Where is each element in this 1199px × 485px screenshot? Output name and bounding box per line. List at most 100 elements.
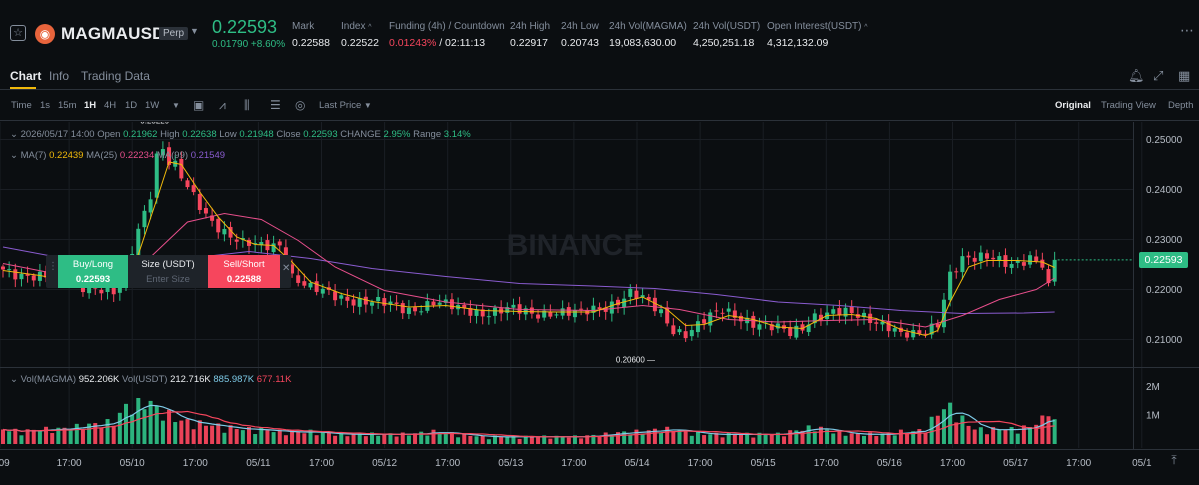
- candle-body: [997, 256, 1002, 261]
- volume-bar: [726, 432, 731, 444]
- tab-trading-data[interactable]: Trading Data: [81, 69, 150, 83]
- candle-body: [462, 304, 467, 309]
- buy-long-button[interactable]: Buy/Long 0.22593: [58, 255, 128, 288]
- drawing-tools-icon[interactable]: ◎: [295, 98, 306, 112]
- volume-bar: [843, 435, 848, 444]
- volume-bar: [19, 435, 24, 444]
- candle-body: [1046, 269, 1051, 284]
- candle-body: [917, 330, 922, 334]
- interval-dropdown-chevron-icon[interactable]: ▼: [172, 101, 180, 110]
- volume-bar: [695, 431, 700, 444]
- candle-body: [228, 226, 233, 238]
- sell-short-button[interactable]: Sell/Short 0.22588: [208, 255, 280, 288]
- volume-bar: [400, 432, 405, 444]
- indicators-chart-icon[interactable]: ⩘: [219, 98, 226, 112]
- symbol-dropdown-chevron-down-icon[interactable]: ▼: [190, 26, 199, 36]
- volume-bar: [677, 430, 682, 444]
- stat-value: 0.22588: [292, 37, 330, 49]
- interval-15m[interactable]: 15m: [58, 100, 77, 111]
- interval-1d[interactable]: 1D: [125, 100, 138, 111]
- candle-body: [240, 238, 245, 240]
- favorite-star-icon[interactable]: ☆: [10, 25, 26, 41]
- volume-bar: [683, 430, 688, 444]
- vol-value: 952.206K: [78, 374, 120, 385]
- candle-body: [665, 307, 670, 324]
- candle-body: [726, 308, 731, 312]
- candle-body: [148, 199, 153, 213]
- more-options-icon[interactable]: ⋯: [1180, 22, 1194, 38]
- view-original[interactable]: Original: [1055, 100, 1091, 111]
- collapse-chevron-icon[interactable]: ⌄: [10, 129, 18, 140]
- volume-bar: [886, 433, 891, 444]
- volume-bar: [862, 435, 866, 444]
- candle-body: [739, 315, 743, 322]
- candle-body: [978, 252, 983, 262]
- volume-bars: [1, 398, 1057, 444]
- ma7-value: 0.22439: [49, 150, 84, 161]
- volume-bar: [130, 414, 135, 444]
- candle-body: [1015, 260, 1020, 263]
- volume-bar: [972, 429, 977, 444]
- y-tick-label: 0.24000: [1146, 185, 1183, 196]
- grid-layout-icon[interactable]: ▦: [1178, 68, 1191, 83]
- volume-bar: [413, 433, 418, 444]
- candle-body: [831, 309, 836, 314]
- close-icon[interactable]: ✕: [282, 263, 291, 274]
- x-tick-label: 05/12: [372, 458, 397, 469]
- drag-handle-icon[interactable]: ⋮: [48, 261, 58, 272]
- volume-bar: [419, 431, 424, 444]
- x-tick-label: 05/17: [1003, 458, 1028, 469]
- high-label: High: [160, 129, 180, 140]
- interval-1h[interactable]: 1H: [84, 100, 97, 111]
- view-tradingview[interactable]: Trading View: [1101, 100, 1156, 111]
- candle-body: [222, 228, 227, 235]
- candle-body: [1009, 264, 1014, 268]
- info-icon[interactable]: ^: [368, 24, 372, 31]
- volume-bar: [136, 398, 141, 444]
- ma7-label: MA(7): [20, 150, 47, 161]
- vol-usdt-value: 212.716K: [170, 374, 211, 385]
- candle-body: [345, 296, 350, 301]
- volume-bar: [529, 436, 534, 444]
- close-label: Close: [276, 129, 301, 140]
- x-tick-label: 17:00: [57, 458, 82, 469]
- volume-bar: [517, 438, 522, 444]
- candle-body: [812, 313, 817, 324]
- candle-body: [616, 299, 620, 306]
- tab-chart[interactable]: Chart: [10, 69, 42, 83]
- candle-body: [929, 323, 934, 335]
- size-input[interactable]: Size (USDT) Enter Size: [128, 255, 208, 288]
- stat-24h-high: 24h High 0.22917: [510, 21, 550, 49]
- vol-tick-label: 1M: [1146, 411, 1160, 422]
- symbol-name[interactable]: MAGMAUSDT: [61, 24, 176, 43]
- volume-ma-line: [2, 410, 1055, 438]
- volume-bar: [911, 431, 916, 444]
- view-depth[interactable]: Depth: [1168, 100, 1194, 111]
- interval-1w[interactable]: 1W: [145, 100, 160, 111]
- collapse-chevron-icon[interactable]: ⌄: [10, 150, 18, 161]
- interval-4h[interactable]: 4H: [104, 100, 117, 111]
- volume-bar: [117, 412, 122, 444]
- calendar-icon[interactable]: ▣: [193, 98, 205, 112]
- info-icon[interactable]: ^: [864, 24, 868, 31]
- candle-body: [548, 311, 553, 317]
- x-tick-label: 17:00: [940, 458, 965, 469]
- price-chart[interactable]: BINANCE 0.25000 0.24000 0.23000 0.22000 0.21…: [0, 122, 1199, 485]
- x-tick-label: 17:00: [814, 458, 839, 469]
- settings-list-icon[interactable]: ☰: [270, 98, 281, 112]
- y-tick-label: 0.21000: [1146, 335, 1183, 346]
- volume-bar: [363, 436, 368, 444]
- bell-icon[interactable]: 🔔︎: [1128, 68, 1145, 83]
- volume-bar: [431, 429, 436, 444]
- volume-bar: [1015, 433, 1020, 444]
- candle-type-icon[interactable]: ⫼: [244, 98, 250, 112]
- expand-icon[interactable]: ⤢: [1153, 68, 1164, 83]
- interval-time[interactable]: Time: [11, 100, 32, 111]
- candle-body: [185, 180, 190, 188]
- tab-info[interactable]: Info: [49, 69, 70, 83]
- y-tick-label: 0.25000: [1146, 135, 1183, 146]
- candle-body: [363, 296, 368, 305]
- price-type-select[interactable]: Last Price ▼: [319, 100, 372, 111]
- interval-1s[interactable]: 1s: [40, 100, 51, 111]
- collapse-chevron-icon[interactable]: ⌄: [10, 374, 18, 385]
